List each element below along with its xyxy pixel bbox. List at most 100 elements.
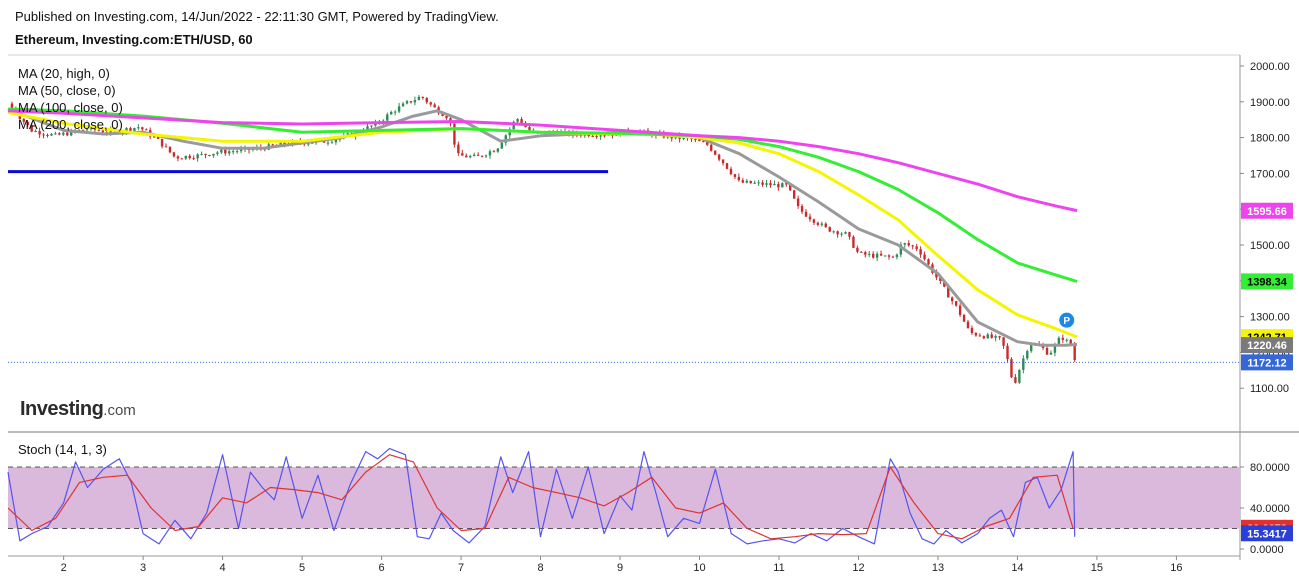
ma200-label: MA (200, close, 0) xyxy=(18,117,123,132)
candle-body xyxy=(457,144,460,154)
candle-body xyxy=(1014,377,1017,383)
time-tick-label: 4 xyxy=(220,562,226,574)
candle-body xyxy=(591,136,594,138)
candle-body xyxy=(326,142,330,144)
candle-body xyxy=(1030,345,1033,352)
logo-dot: .com xyxy=(103,402,136,419)
candle-body xyxy=(307,143,310,145)
candle-body xyxy=(970,327,974,333)
candle-body xyxy=(22,119,26,122)
candle-body xyxy=(919,249,922,255)
candle-body xyxy=(476,154,480,156)
ma20-label: MA (20, high, 0) xyxy=(18,66,110,81)
candle-body xyxy=(196,154,199,159)
candle-body xyxy=(1022,358,1025,370)
candle-body xyxy=(145,129,148,131)
time-tick-label: 14 xyxy=(1011,562,1023,574)
candle-body xyxy=(864,252,867,255)
candle-body xyxy=(595,136,598,138)
candle-body xyxy=(176,156,180,159)
candle-body xyxy=(741,180,745,183)
price-tick-label: 1500.00 xyxy=(1250,240,1290,252)
candle-body xyxy=(713,150,717,155)
candle-body xyxy=(816,222,820,225)
candle-body xyxy=(682,137,685,139)
candle-body xyxy=(42,134,45,136)
candle-body xyxy=(706,141,709,145)
candle-body xyxy=(773,183,776,186)
candle-body xyxy=(978,335,982,337)
candle-body xyxy=(405,101,409,104)
candle-body xyxy=(58,133,61,135)
candle-body xyxy=(800,206,804,212)
candle-body xyxy=(887,255,891,257)
candle-body xyxy=(129,128,132,132)
candle-body xyxy=(279,142,282,146)
stoch-tick-label: 0.0000 xyxy=(1250,544,1284,556)
candle-body xyxy=(141,127,144,130)
candle-body xyxy=(496,148,500,152)
candle-body xyxy=(848,232,851,237)
candle-body xyxy=(465,155,468,158)
candle-body xyxy=(109,129,112,133)
time-tick-label: 16 xyxy=(1170,562,1182,574)
candle-body xyxy=(164,146,168,148)
candle-body xyxy=(785,183,788,185)
candle-body xyxy=(528,127,531,131)
candle-body xyxy=(733,174,737,177)
price-label-text: 1172.12 xyxy=(1247,357,1286,369)
candle-body xyxy=(34,130,37,132)
ma-line-ma-50-close-0- xyxy=(7,111,1078,339)
candle-body xyxy=(725,163,729,169)
candle-body xyxy=(330,142,334,144)
candle-body xyxy=(935,272,938,278)
candle-body xyxy=(152,136,156,138)
stoch-label-box xyxy=(1241,525,1293,542)
candle-body xyxy=(808,216,812,220)
time-tick-label: 7 xyxy=(458,562,464,574)
candle-body xyxy=(480,155,484,157)
price-label-text: 1220.46 xyxy=(1247,340,1287,352)
ma100-label: MA (100, close, 0) xyxy=(18,100,123,115)
candle-body xyxy=(836,231,839,235)
candle-body xyxy=(370,125,373,127)
candle-body xyxy=(18,113,22,120)
candle-body xyxy=(66,132,69,136)
candle-body xyxy=(208,154,211,156)
time-tick-label: 11 xyxy=(773,562,784,574)
publish-info: Published on Investing.com, 14/Jun/2022 … xyxy=(15,9,499,24)
candle-body xyxy=(184,155,187,159)
candle-body xyxy=(81,129,85,131)
candle-body xyxy=(915,246,918,250)
candle-body xyxy=(599,135,602,137)
candle-body xyxy=(702,141,705,143)
ma-line-ma-20-high-0- xyxy=(7,107,1078,347)
candle-body xyxy=(429,102,432,105)
candle-body xyxy=(1069,339,1072,346)
candle-body xyxy=(840,233,843,235)
candle-body xyxy=(441,113,444,116)
candle-body xyxy=(899,244,903,255)
time-tick-label: 6 xyxy=(379,562,385,574)
candle-body xyxy=(70,130,73,136)
candle-body xyxy=(1057,337,1061,345)
candle-body xyxy=(168,146,172,153)
candle-body xyxy=(500,142,504,149)
stoch-tick-label: 80.0000 xyxy=(1250,462,1290,474)
candle-body xyxy=(812,219,816,223)
candle-body xyxy=(212,153,215,156)
candle-body xyxy=(962,314,966,322)
candle-body xyxy=(1018,369,1021,383)
candle-body xyxy=(484,155,488,157)
candle-body xyxy=(85,129,89,131)
candle-body xyxy=(1045,347,1049,355)
time-tick-label: 15 xyxy=(1091,562,1103,574)
candle-body xyxy=(951,297,954,302)
price-tick-label: 1700.00 xyxy=(1250,168,1290,180)
candle-body xyxy=(710,144,713,151)
candle-body xyxy=(832,231,835,233)
candle-body xyxy=(30,125,33,132)
candle-body xyxy=(753,182,756,184)
candle-body xyxy=(745,180,748,183)
